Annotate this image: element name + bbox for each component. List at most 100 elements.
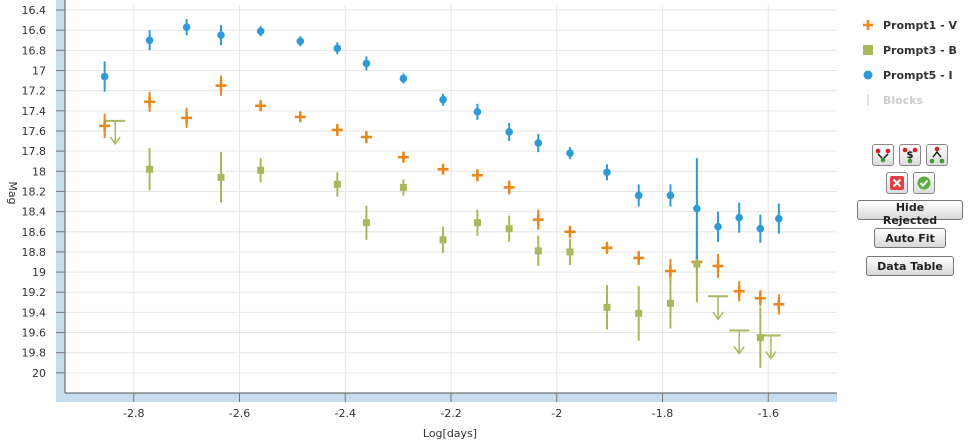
circle-series-2-point: [714, 211, 722, 242]
plus-series-0-point: [144, 91, 156, 112]
circle-marker: [333, 44, 342, 53]
square-marker: [399, 183, 407, 191]
square-marker: [534, 247, 542, 255]
square-series-1-upper-limit: [760, 334, 781, 360]
y-tick-label: 19.6: [22, 327, 47, 340]
y-axis-title: Mag: [6, 181, 19, 204]
control-panel: $ Hide Rejected Auto Fit Data: [855, 144, 965, 284]
square-series-1-point: [146, 148, 154, 191]
plus-series-0-point: [503, 180, 515, 195]
circle-marker: [505, 128, 513, 136]
square-series-1-point: [257, 158, 265, 183]
circle-series-2-point: [296, 36, 305, 47]
outlier-spread-icon[interactable]: [872, 144, 894, 166]
circle-series-2-point: [634, 184, 643, 207]
peak-shape-icon[interactable]: [926, 144, 948, 166]
square-series-1-point: [439, 226, 447, 253]
plus-series-0-point: [532, 209, 544, 230]
hide-rejected-button[interactable]: Hide Rejected: [857, 200, 963, 227]
plus-series-0-point: [471, 169, 483, 182]
x-tick-label: -2.8: [123, 407, 144, 420]
plus-series-0-point: [397, 151, 409, 163]
square-series-1-point: [333, 172, 341, 197]
square-marker: [217, 173, 225, 181]
legend-label: Blocks: [883, 94, 924, 107]
plus-series-0-point: [733, 281, 745, 302]
circle-series-2-point: [775, 203, 783, 234]
y-tick-label: 16.8: [22, 44, 47, 57]
circle-series-2-point: [217, 25, 225, 46]
circle-marker: [634, 191, 643, 200]
circle-marker: [735, 213, 743, 222]
legend-label: Prompt5 - I: [883, 69, 953, 82]
circle-marker: [256, 27, 265, 36]
square-marker: [333, 180, 341, 188]
square-marker: [257, 166, 265, 174]
limit-arrow: [109, 136, 121, 146]
circle-series-2-point: [399, 73, 408, 84]
square-marker: [756, 334, 764, 342]
circle-marker: [603, 168, 611, 177]
circle-series-2-point: [505, 122, 513, 142]
reject-x-icon[interactable]: [885, 172, 908, 194]
y-tick-label: 19: [32, 266, 46, 279]
x-tick-label: -2.4: [335, 407, 356, 420]
square-marker: [146, 165, 154, 173]
square-marker: [473, 219, 481, 227]
circle-marker: [296, 37, 305, 46]
circle-series-2-point: [566, 147, 574, 160]
circle-series-2-point: [333, 42, 342, 55]
circle-series-2-point: [534, 133, 543, 153]
circle-series-2-point: [473, 103, 482, 120]
square-marker: [635, 309, 643, 317]
x-axis-title: Log[days]: [423, 427, 477, 440]
plus-series-0-point: [633, 250, 645, 266]
dollar-select-icon[interactable]: $: [899, 144, 921, 166]
circle-marker: [534, 139, 543, 147]
square-series-1-point: [603, 285, 611, 330]
circle-marker: [775, 214, 783, 223]
legend-label: Prompt1 - V: [883, 19, 958, 32]
tool-icon-row: $: [855, 144, 965, 166]
y-tick-label: 17: [32, 65, 46, 78]
plus-series-0-point: [215, 75, 227, 96]
plus-series-0-point: [294, 111, 306, 123]
x-tick-label: -2: [551, 407, 562, 420]
limit-arrow: [765, 351, 777, 360]
y-tick-label: 16.4: [22, 4, 47, 17]
circle-marker: [399, 74, 408, 83]
y-tick-label: 17.8: [22, 145, 47, 158]
circle-marker: [100, 72, 109, 81]
accept-check-icon[interactable]: [912, 172, 935, 194]
plus-series-0-point: [712, 253, 724, 279]
plus-series-0-point: [331, 123, 343, 137]
circle-marker: [362, 59, 371, 68]
circle-marker: [145, 36, 154, 45]
y-tick-label: 17.6: [22, 125, 47, 138]
circle-marker: [756, 224, 765, 233]
circle-marker: [217, 31, 225, 40]
y-tick-label: 18.6: [22, 226, 47, 239]
legend: Prompt1 - V Prompt3 - B Prompt5 - I Blocks: [863, 19, 958, 107]
circle-series-2-point: [603, 164, 611, 181]
auto-fit-button[interactable]: Auto Fit: [874, 228, 946, 248]
circle-series-2-point: [100, 61, 109, 92]
square-series-1-point: [566, 238, 574, 266]
limit-arrow: [712, 311, 724, 321]
x-axis-strip: [56, 393, 837, 402]
square-series-1-point: [534, 235, 542, 267]
plus-series-0-point: [564, 225, 576, 238]
square-marker: [666, 299, 674, 307]
circle-series-2-point: [182, 19, 191, 36]
y-tick-label: 19.2: [22, 286, 47, 299]
legend-square-marker: [863, 45, 873, 55]
circle-series-2-point: [362, 56, 371, 71]
plus-series-0-point: [99, 113, 111, 139]
square-series-1-point: [666, 278, 674, 329]
data-table-button[interactable]: Data Table: [866, 256, 954, 276]
square-marker: [439, 236, 447, 244]
plus-series-0-point: [601, 241, 613, 254]
circle-marker: [693, 204, 701, 213]
square-marker: [603, 303, 611, 311]
